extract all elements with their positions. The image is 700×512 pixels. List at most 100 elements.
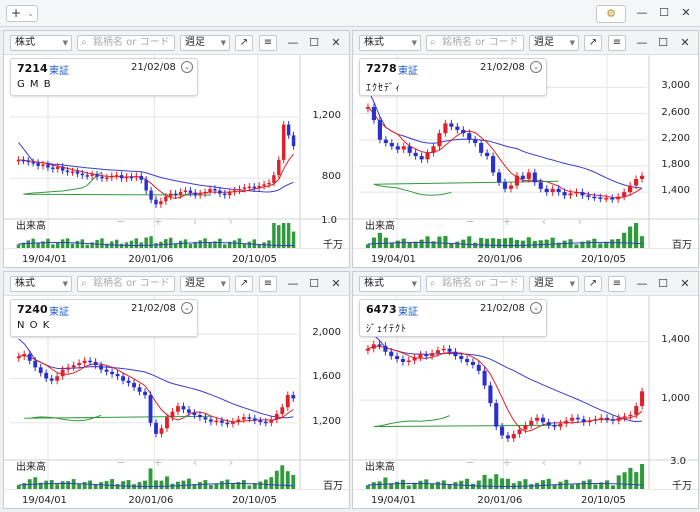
zoom-out-button[interactable]: − [116, 456, 126, 469]
candle [44, 372, 49, 379]
volume-bar [219, 481, 224, 489]
period-select[interactable]: 週足 ▼ [180, 276, 230, 292]
search-icon: ⌕ [430, 278, 436, 289]
zoom-in-button[interactable]: + [153, 215, 163, 228]
maximize-window-button[interactable]: ☐ [659, 6, 669, 19]
volume-bar [389, 242, 394, 248]
candle [269, 419, 274, 423]
symbol-search-input[interactable]: ⌕ 銘柄名 or コード [426, 276, 524, 292]
maximize-panel-button[interactable]: ☐ [309, 277, 319, 290]
minimize-window-button[interactable]: — [636, 6, 648, 19]
volume-bar [218, 238, 222, 248]
volume-bar [181, 480, 186, 489]
menu-icon[interactable]: ≡ [608, 35, 626, 51]
candle [26, 160, 30, 163]
volume-bar [616, 239, 621, 248]
chevron-down-icon: ▼ [62, 39, 68, 47]
market-select[interactable]: 株式 ▼ [10, 35, 72, 51]
popout-icon[interactable]: ↗ [235, 35, 253, 51]
volume-bar [540, 480, 545, 489]
candle [520, 175, 525, 179]
candle [371, 107, 377, 121]
candle [540, 417, 545, 423]
minimize-panel-button[interactable]: — [287, 36, 299, 49]
minimize-panel-button[interactable]: — [636, 36, 648, 49]
candle [119, 175, 124, 179]
candle [406, 360, 411, 362]
volume-bar [634, 472, 639, 489]
symbol-search-input[interactable]: ⌕ 銘柄名 or コード [77, 35, 175, 51]
volume-bar [377, 232, 382, 248]
volume-bar [99, 482, 104, 489]
date-tick-label: 20/10/05 [581, 254, 626, 265]
candle [90, 174, 94, 176]
candle [383, 139, 388, 143]
close-panel-button[interactable]: ✕ [331, 36, 341, 49]
market-select[interactable]: 株式 ▼ [10, 276, 72, 292]
scroll-right-button[interactable]: › [228, 456, 234, 469]
menu-icon[interactable]: ≡ [259, 35, 277, 51]
popout-icon[interactable]: ↗ [584, 35, 602, 51]
zoom-out-button[interactable]: − [465, 215, 475, 228]
candle [447, 348, 452, 352]
period-select[interactable]: 週足 ▼ [529, 276, 579, 292]
zoom-in-button[interactable]: + [153, 456, 163, 469]
minimize-panel-button[interactable]: — [636, 277, 648, 290]
chevron-down-icon[interactable]: ⌄ [530, 61, 542, 73]
volume-bar [383, 477, 388, 489]
symbol-search-input[interactable]: ⌕ 銘柄名 or コード [77, 276, 175, 292]
maximize-panel-button[interactable]: ☐ [658, 36, 668, 49]
popout-icon[interactable]: ↗ [584, 276, 602, 292]
zoom-out-button[interactable]: − [116, 215, 126, 228]
volume-bar [203, 238, 207, 248]
add-chart-button[interactable]: + ⌄ [6, 5, 38, 22]
symbol-search-input[interactable]: ⌕ 銘柄名 or コード [426, 35, 524, 51]
scroll-left-button[interactable]: ‹ [541, 215, 547, 228]
close-panel-button[interactable]: ✕ [680, 36, 690, 49]
scroll-right-button[interactable]: › [577, 456, 583, 469]
scroll-left-button[interactable]: ‹ [541, 456, 547, 469]
volume-bar [274, 470, 279, 489]
volume-bar [502, 238, 508, 248]
volume-bar [232, 240, 237, 248]
volume-bar [282, 223, 286, 248]
chevron-down-icon[interactable]: ⌄ [530, 302, 542, 314]
close-window-button[interactable]: ✕ [681, 6, 691, 19]
price-chart [4, 296, 349, 490]
volume-title: 出来高 [16, 462, 46, 473]
candle [435, 350, 440, 354]
scroll-left-button[interactable]: ‹ [192, 215, 198, 228]
volume-bar [505, 478, 510, 489]
panel-toolbar: 株式 ▼ ⌕ 銘柄名 or コード 週足 ▼ ↗ ≡ — ☐ ✕ [353, 272, 698, 296]
zoom-in-button[interactable]: + [502, 215, 512, 228]
chevron-down-icon[interactable]: ⌄ [181, 61, 193, 73]
gear-icon[interactable]: ⚙ [596, 5, 626, 23]
moving-average-long [18, 338, 294, 419]
popout-icon[interactable]: ↗ [235, 276, 253, 292]
candle [165, 417, 169, 429]
candle [634, 406, 639, 415]
market-select[interactable]: 株式 ▼ [359, 35, 421, 51]
zoom-out-button[interactable]: − [465, 456, 475, 469]
maximize-panel-button[interactable]: ☐ [658, 277, 668, 290]
volume-bar [258, 481, 263, 489]
candle [476, 364, 481, 371]
chevron-down-icon[interactable]: ⌄ [181, 302, 193, 314]
period-select[interactable]: 週足 ▼ [180, 35, 230, 51]
minimize-panel-button[interactable]: — [287, 277, 299, 290]
period-select[interactable]: 週足 ▼ [529, 35, 579, 51]
volume-bar [286, 223, 291, 248]
maximize-panel-button[interactable]: ☐ [309, 36, 319, 49]
menu-icon[interactable]: ≡ [259, 276, 277, 292]
price-tick-label: 2,000 [312, 327, 341, 339]
scroll-left-button[interactable]: ‹ [192, 456, 198, 469]
scroll-right-button[interactable]: › [577, 215, 583, 228]
close-panel-button[interactable]: ✕ [331, 277, 341, 290]
market-select[interactable]: 株式 ▼ [359, 276, 421, 292]
volume-bar [479, 237, 484, 248]
menu-icon[interactable]: ≡ [608, 276, 626, 292]
candle [225, 422, 230, 425]
close-panel-button[interactable]: ✕ [680, 277, 690, 290]
scroll-right-button[interactable]: › [228, 215, 234, 228]
zoom-in-button[interactable]: + [502, 456, 512, 469]
